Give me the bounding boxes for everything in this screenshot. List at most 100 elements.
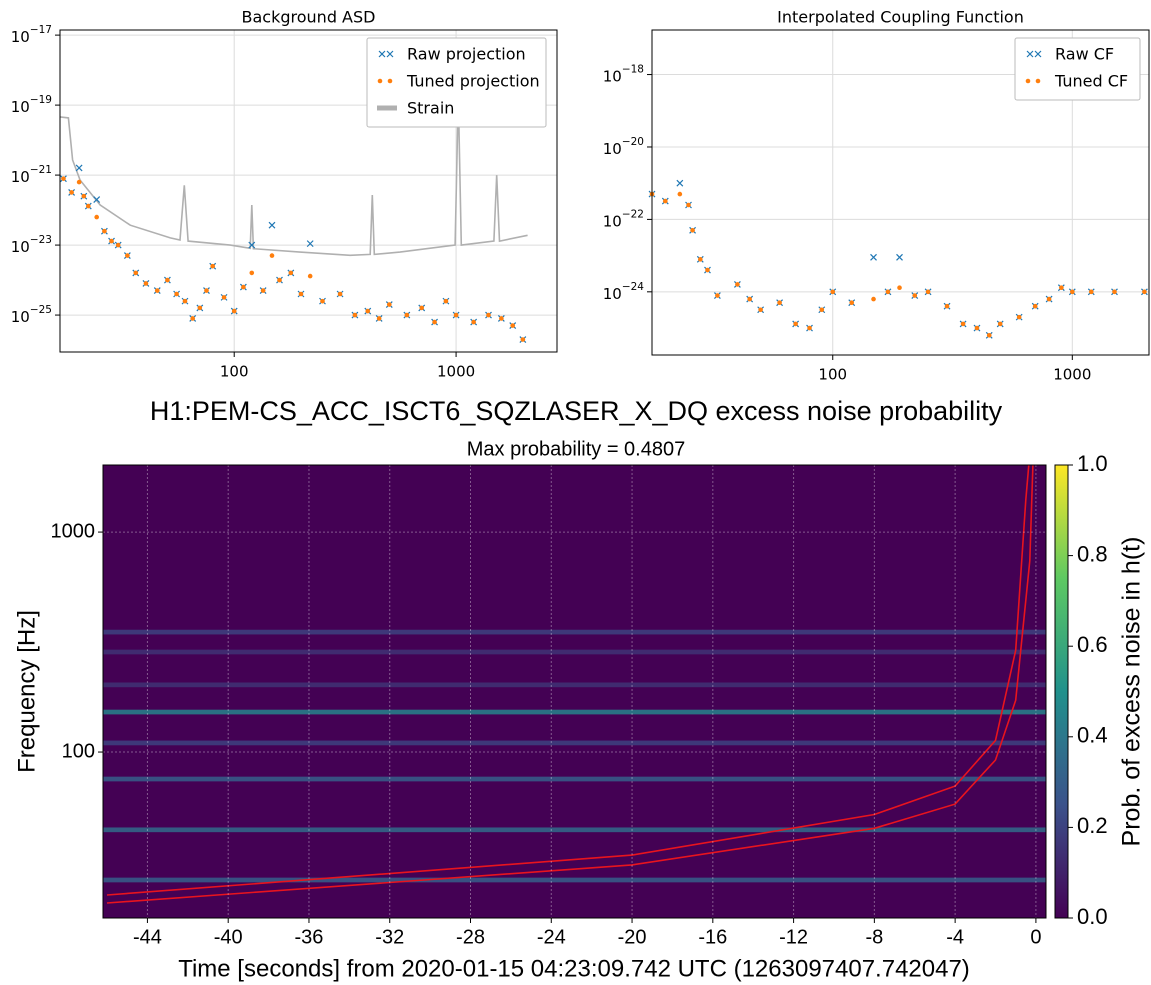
heatmap-band [103, 776, 1046, 782]
tick-label: 1000 [51, 520, 96, 542]
dot-marker [115, 242, 121, 248]
tick-label-base: 0.0 [1077, 904, 1108, 929]
x-marker [268, 221, 276, 229]
dot-marker [231, 308, 237, 314]
dot-marker [793, 321, 798, 327]
tick-label-exponent: −21 [30, 164, 52, 176]
tick-label: 10−24 [603, 281, 645, 303]
tick-label: 0 [1030, 926, 1041, 948]
tick-label: 10−17 [11, 24, 52, 46]
dot-marker [165, 277, 170, 283]
strain-line [59, 95, 528, 257]
dot-marker [419, 305, 425, 311]
dot-marker [154, 288, 160, 293]
dot-marker [133, 270, 139, 276]
tick-label: 0.2 [1077, 813, 1108, 838]
tick-label-base: 10 [11, 168, 30, 186]
dot-marker [197, 305, 203, 311]
dot-marker [81, 193, 87, 199]
dot-marker [705, 267, 710, 273]
dot-marker [520, 337, 526, 342]
legend-marker [378, 50, 386, 58]
x-marker [248, 241, 256, 249]
tick-label: 10−21 [11, 164, 52, 186]
dot-marker [849, 300, 855, 306]
tick-label: -12 [779, 926, 808, 948]
dot-marker [320, 298, 325, 304]
plot-area [648, 179, 1148, 339]
tick-label-base: 10 [11, 308, 30, 326]
tick-label-base: 10 [603, 139, 622, 157]
tick-label: -28 [456, 926, 485, 948]
dot-marker [925, 289, 931, 295]
dot-marker [210, 263, 216, 269]
dot-marker [269, 253, 275, 258]
legend-label: Tuned projection [406, 72, 540, 91]
chart-title: Interpolated Coupling Function [777, 8, 1024, 27]
tick-label: 0.6 [1077, 632, 1108, 657]
dot-marker [190, 316, 195, 321]
tick-label: -4 [946, 926, 964, 948]
tick-label-base: 10 [603, 284, 622, 302]
dot-marker [944, 303, 950, 309]
tick-label: -16 [698, 926, 727, 948]
dot-marker [897, 285, 902, 290]
dot-marker [352, 312, 358, 318]
dot-marker [912, 293, 918, 298]
tick-label: 1000 [437, 363, 475, 381]
legend-label: Tuned CF [1054, 72, 1128, 91]
dot-marker [443, 298, 449, 304]
tick-label: -8 [865, 926, 883, 948]
dot-marker [102, 228, 107, 234]
dot-marker [690, 228, 695, 233]
dot-marker [986, 332, 992, 338]
legend-label: Strain [407, 99, 454, 118]
tick-label-exponent: −20 [622, 136, 644, 148]
x-marker [676, 179, 684, 187]
dot-marker [686, 202, 691, 208]
dot-marker [715, 293, 720, 298]
dot-marker [1070, 289, 1075, 295]
dot-marker [747, 296, 752, 302]
dot-marker [109, 238, 114, 244]
tick-label-base: 10 [11, 238, 30, 256]
heatmap-band [103, 877, 1046, 883]
dot-marker [307, 273, 313, 279]
tick-label: 100 [220, 363, 249, 381]
colorbar-label: Prob. of excess noise in h(t) [1118, 537, 1146, 847]
legend-marker [387, 78, 393, 84]
legend-box [1014, 37, 1141, 101]
tick-label: 10−25 [11, 304, 52, 326]
axes-frame [651, 29, 1150, 356]
tick-label: 10−19 [11, 94, 52, 116]
heatmap-band [103, 827, 1046, 833]
dot-marker [807, 325, 812, 331]
tick-label-exponent: −23 [30, 234, 52, 246]
dot-marker [871, 296, 876, 302]
tick-label: 0.8 [1077, 541, 1108, 566]
chart-title: H1:PEM-CS_ACC_ISCT6_SQZLASER_X_DQ excess… [150, 396, 1003, 426]
heatmap-background [103, 465, 1046, 918]
dot-marker [960, 321, 966, 327]
dot-marker [1059, 285, 1064, 290]
tick-label-base: 10 [603, 212, 622, 230]
dot-marker [221, 295, 227, 300]
heatmap-band [103, 682, 1046, 688]
tick-label-exponent: −24 [622, 281, 644, 293]
heatmap-band [103, 629, 1046, 635]
dot-marker [432, 319, 437, 325]
colorbar [1054, 464, 1069, 919]
dot-marker [376, 316, 382, 321]
dot-marker [735, 282, 740, 287]
dot-marker [404, 312, 410, 318]
dot-marker [337, 291, 343, 297]
legend-marker [1026, 50, 1034, 58]
axes-frame [102, 464, 1047, 919]
dot-marker [76, 179, 82, 185]
tick-label: 10−22 [603, 208, 644, 230]
dot-marker [260, 288, 266, 293]
tick-label-base: 10 [11, 98, 30, 116]
dot-marker [69, 190, 74, 195]
